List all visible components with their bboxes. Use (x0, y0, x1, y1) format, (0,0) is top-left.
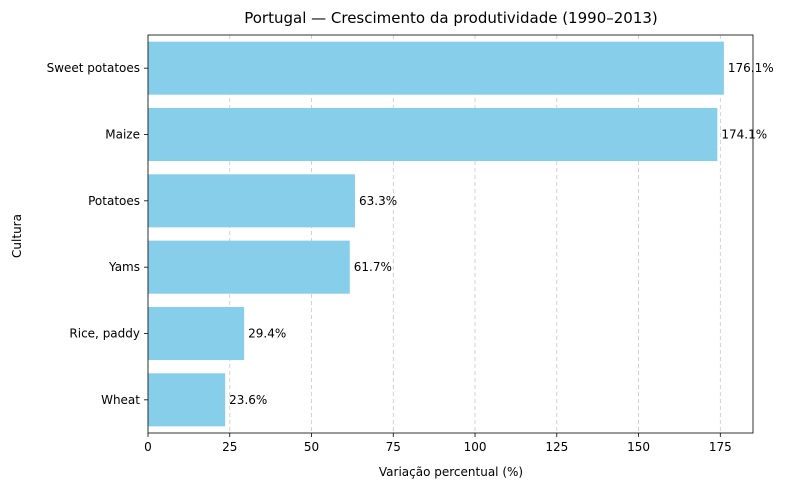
bar (148, 107, 718, 162)
chart-title: Portugal — Crescimento da produtividade … (244, 9, 658, 27)
plot-frame (147, 34, 754, 434)
x-axis-label: Variação percentual (%) (379, 465, 523, 479)
bar-value-label: 63.3% (359, 194, 397, 208)
x-tick-label: 125 (545, 440, 568, 454)
y-tick-label: Rice, paddy (69, 327, 140, 341)
y-tick-label: Potatoes (88, 194, 140, 208)
bar-value-label: 29.4% (248, 327, 286, 341)
x-tick-label: 50 (304, 440, 319, 454)
x-tick-label: 75 (386, 440, 401, 454)
y-tick-label: Sweet potatoes (47, 61, 140, 75)
bar-value-label: 176.1% (728, 61, 774, 75)
x-tick-label: 25 (222, 440, 237, 454)
y-axis-label: Cultura (10, 214, 24, 258)
y-tick-label: Wheat (101, 393, 140, 407)
bar-value-label: 174.1% (721, 128, 767, 142)
y-tick-label: Maize (105, 128, 140, 142)
bar (148, 41, 724, 95)
bar (148, 240, 350, 294)
x-tick-label: 150 (627, 440, 650, 454)
grid-lines (147, 35, 721, 433)
bar (148, 306, 245, 361)
bar (148, 373, 226, 427)
bar-value-label: 61.7% (354, 260, 392, 274)
bar-value-labels: 176.1% 174.1% 63.3% 61.7% 29.4% 23.6% (229, 61, 773, 407)
bar (148, 174, 356, 228)
x-tick-label: 175 (709, 440, 732, 454)
bars (148, 41, 724, 427)
x-tick-label: 100 (464, 440, 487, 454)
axes: Sweet potatoes Maize Potatoes Yams Rice, pad… (47, 34, 754, 454)
bar-value-label: 23.6% (229, 393, 267, 407)
x-tick-label: 0 (144, 440, 152, 454)
y-tick-label: Yams (108, 260, 140, 274)
